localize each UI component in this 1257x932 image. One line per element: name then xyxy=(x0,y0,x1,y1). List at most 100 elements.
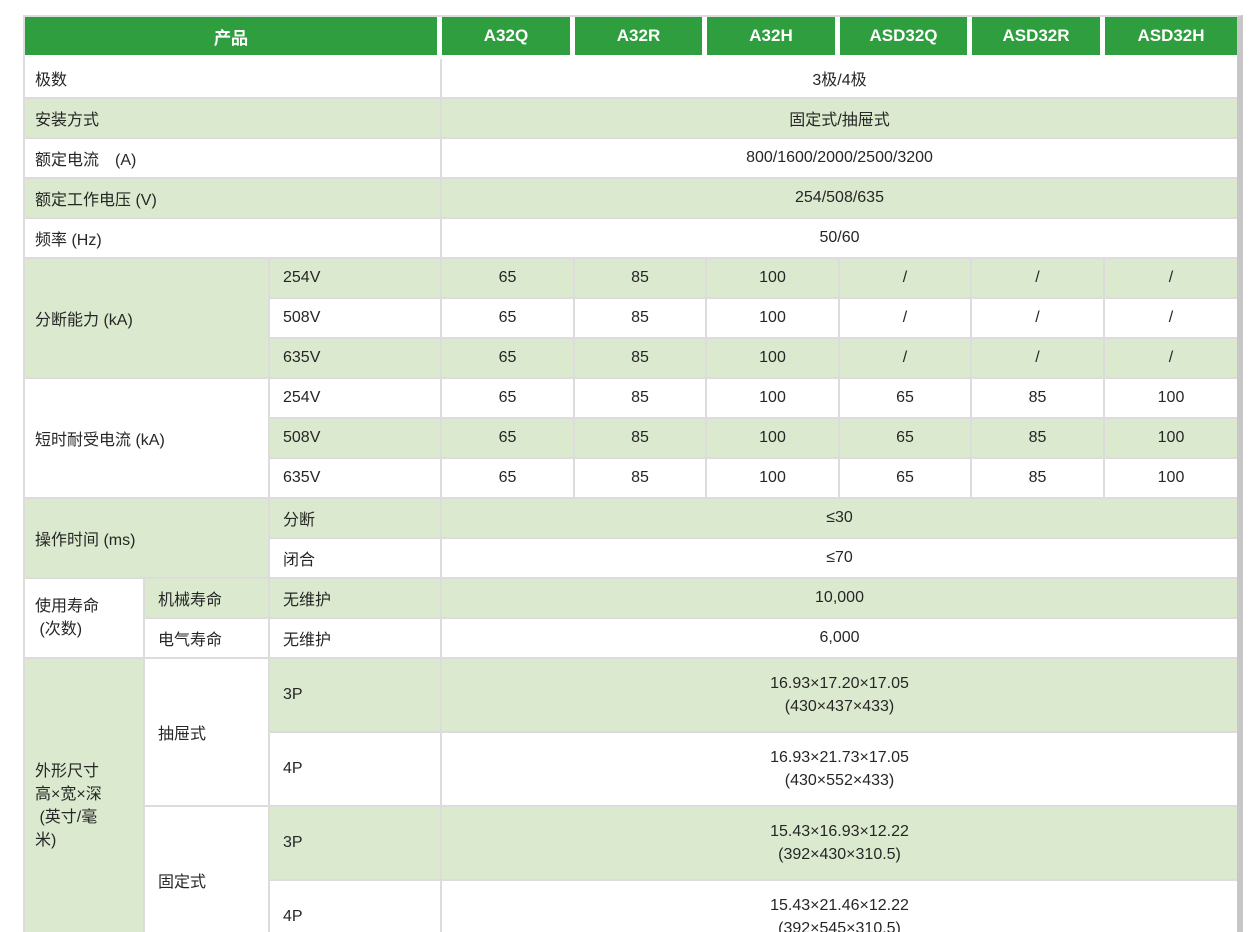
value-cell: 65 xyxy=(840,459,972,499)
row-frequency: 频率 (Hz) 50/60 xyxy=(25,219,1237,259)
sub-breaking-635v: 635V xyxy=(270,339,442,379)
value-cell: 100 xyxy=(707,419,840,459)
row-installation: 安装方式 固定式/抽屉式 xyxy=(25,99,1237,139)
value-cell: / xyxy=(840,299,972,339)
row-life-mechanical: 使用寿命 (次数) 机械寿命 无维护 10,000 xyxy=(25,579,1237,659)
label-rated-current: 额定电流 (A) xyxy=(25,139,442,179)
value-cell: 85 xyxy=(972,419,1105,459)
sub-withstand-635v: 635V xyxy=(270,459,442,499)
row-breaking-254v: 分断能力 (kA) 254V 65 85 100 / / / xyxy=(25,259,1237,379)
header-product-cell: 产品 xyxy=(25,17,442,59)
sub-dim-fixed-3p: 3P xyxy=(270,807,442,881)
label-rated-voltage: 额定工作电压 (V) xyxy=(25,179,442,219)
value-cell: / xyxy=(1105,259,1237,299)
value-poles: 3极/4极 xyxy=(442,59,1237,99)
value-cell: 100 xyxy=(1105,379,1237,419)
header-model-a32r: A32R xyxy=(575,17,707,59)
value-frequency: 50/60 xyxy=(442,219,1237,259)
sub-dim-fixed-4p: 4P xyxy=(270,881,442,932)
label-service-life: 使用寿命 (次数) xyxy=(25,579,145,659)
value-cell: 65 xyxy=(442,339,575,379)
value-operation-close: ≤70 xyxy=(442,539,1237,579)
label-short-time-withstand: 短时耐受电流 (kA) xyxy=(25,379,270,499)
value-cell: / xyxy=(972,299,1105,339)
sub-withstand-508v: 508V xyxy=(270,419,442,459)
value-cell: / xyxy=(1105,299,1237,339)
value-cell: 100 xyxy=(1105,459,1237,499)
spec-table: 产品 A32Q A32R A32H ASD32Q ASD32R ASD32H 极… xyxy=(23,15,1243,932)
sub-operation-close: 闭合 xyxy=(270,539,442,579)
row-breaking-508v: 508V 65 85 100 / / / xyxy=(25,299,1237,339)
header-model-a32h: A32H xyxy=(707,17,840,59)
value-cell: 65 xyxy=(442,259,575,299)
label-poles: 极数 xyxy=(25,59,442,99)
value-life-mechanical: 10,000 xyxy=(442,579,1237,619)
sub-dim-drawout: 抽屉式 xyxy=(145,659,270,807)
row-withstand-254v: 短时耐受电流 (kA) 254V 65 85 100 65 85 100 xyxy=(25,379,1237,499)
row-dim-drawout-4p: 4P 16.93×21.73×17.05 (430×552×433) xyxy=(25,733,1237,807)
value-cell: 65 xyxy=(840,379,972,419)
sub-life-mechanical: 机械寿命 xyxy=(145,579,270,619)
row-withstand-635v: 635V 65 85 100 65 85 100 xyxy=(25,459,1237,499)
value-dim-drawout-3p: 16.93×17.20×17.05 (430×437×433) xyxy=(442,659,1237,733)
header-model-asd32q: ASD32Q xyxy=(840,17,972,59)
row-dim-drawout-3p: 外形尺寸 高×宽×深 (英寸/毫 米) 抽屉式 3P 16.93×17.20×1… xyxy=(25,659,1237,932)
label-installation: 安装方式 xyxy=(25,99,442,139)
sub-dim-drawout-4p: 4P xyxy=(270,733,442,807)
value-cell: 100 xyxy=(707,299,840,339)
value-dim-fixed-3p: 15.43×16.93×12.22 (392×430×310.5) xyxy=(442,807,1237,881)
value-rated-current: 800/1600/2000/2500/3200 xyxy=(442,139,1237,179)
row-operation-close: 闭合 ≤70 xyxy=(25,539,1237,579)
value-cell: 85 xyxy=(575,379,707,419)
label-dimensions: 外形尺寸 高×宽×深 (英寸/毫 米) xyxy=(25,659,145,932)
row-dim-fixed-4p: 4P 15.43×21.46×12.22 (392×545×310.5) xyxy=(25,881,1237,932)
header-row: 产品 A32Q A32R A32H ASD32Q ASD32R ASD32H xyxy=(25,17,1237,59)
value-cell: 65 xyxy=(442,379,575,419)
value-cell: / xyxy=(1105,339,1237,379)
value-cell: 100 xyxy=(1105,419,1237,459)
value-cell: 100 xyxy=(707,459,840,499)
value-cell: / xyxy=(840,339,972,379)
value-cell: / xyxy=(840,259,972,299)
value-cell: 65 xyxy=(442,299,575,339)
row-operation-open: 操作时间 (ms) 分断 ≤30 xyxy=(25,499,1237,579)
value-cell: 85 xyxy=(972,459,1105,499)
value-cell: 85 xyxy=(575,459,707,499)
sub-operation-open: 分断 xyxy=(270,499,442,539)
row-withstand-508v: 508V 65 85 100 65 85 100 xyxy=(25,419,1237,459)
value-cell: 85 xyxy=(972,379,1105,419)
value-installation: 固定式/抽屉式 xyxy=(442,99,1237,139)
value-cell: 85 xyxy=(575,339,707,379)
value-cell: 65 xyxy=(442,419,575,459)
value-cell: 85 xyxy=(575,299,707,339)
value-cell: 65 xyxy=(442,459,575,499)
value-cell: / xyxy=(972,259,1105,299)
sub-life-electrical-maintenance: 无维护 xyxy=(270,619,442,659)
sub-breaking-508v: 508V xyxy=(270,299,442,339)
value-cell: 100 xyxy=(707,379,840,419)
sub-withstand-254v: 254V xyxy=(270,379,442,419)
header-model-a32q: A32Q xyxy=(442,17,575,59)
row-rated-voltage: 额定工作电压 (V) 254/508/635 xyxy=(25,179,1237,219)
value-dim-drawout-4p: 16.93×21.73×17.05 (430×552×433) xyxy=(442,733,1237,807)
row-poles: 极数 3极/4极 xyxy=(25,59,1237,99)
value-life-electrical: 6,000 xyxy=(442,619,1237,659)
value-cell: 85 xyxy=(575,259,707,299)
spec-table-container: 产品 A32Q A32R A32H ASD32Q ASD32R ASD32H 极… xyxy=(23,15,1243,932)
sub-breaking-254v: 254V xyxy=(270,259,442,299)
header-model-asd32r: ASD32R xyxy=(972,17,1105,59)
value-cell: / xyxy=(972,339,1105,379)
label-breaking-capacity: 分断能力 (kA) xyxy=(25,259,270,379)
label-frequency: 频率 (Hz) xyxy=(25,219,442,259)
label-operation-time: 操作时间 (ms) xyxy=(25,499,270,579)
value-dim-fixed-4p: 15.43×21.46×12.22 (392×545×310.5) xyxy=(442,881,1237,932)
value-cell: 65 xyxy=(840,419,972,459)
sub-life-mechanical-maintenance: 无维护 xyxy=(270,579,442,619)
row-dim-fixed-3p: 固定式 3P 15.43×16.93×12.22 (392×430×310.5) xyxy=(25,807,1237,932)
sub-dim-drawout-3p: 3P xyxy=(270,659,442,733)
value-rated-voltage: 254/508/635 xyxy=(442,179,1237,219)
row-breaking-635v: 635V 65 85 100 / / / xyxy=(25,339,1237,379)
row-life-electrical: 电气寿命 无维护 6,000 xyxy=(25,619,1237,659)
value-cell: 100 xyxy=(707,339,840,379)
